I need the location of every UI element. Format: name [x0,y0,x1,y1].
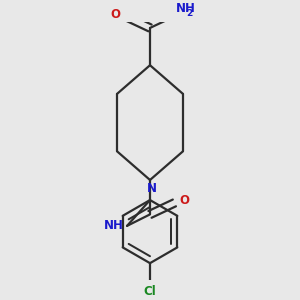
Text: 2: 2 [187,9,193,18]
Text: O: O [179,194,189,207]
Text: Cl: Cl [144,285,156,298]
Text: NH: NH [176,2,196,15]
Text: NH: NH [104,219,124,232]
Text: N: N [147,182,157,195]
Text: O: O [110,8,121,21]
